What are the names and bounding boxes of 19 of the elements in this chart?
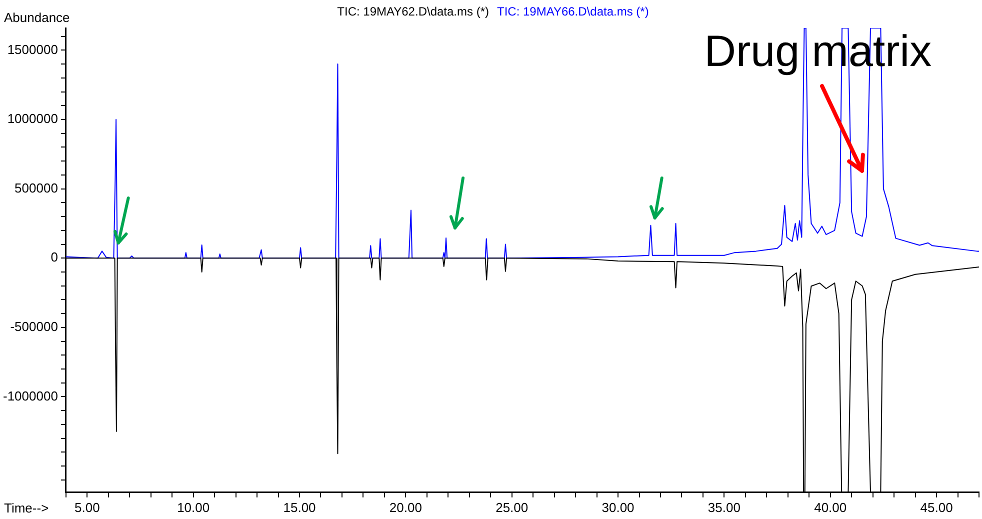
x-tick-label: 10.00 — [177, 500, 210, 515]
text: TIC: 19MAY62.D\data.ms (*) — [337, 4, 490, 18]
y-tick-label: 1500000 — [7, 42, 58, 57]
x-tick-label: 20.00 — [389, 500, 422, 515]
y-tick-label: -500000 — [10, 319, 58, 334]
x-tick-label: 35.00 — [708, 500, 740, 515]
y-axis-title: Abundance — [4, 10, 70, 25]
x-tick-label: 45.00 — [920, 500, 953, 515]
y-tick-label: 1000000 — [7, 111, 58, 126]
y-tick-label: 0 — [50, 250, 58, 265]
text: TIC: 19MAY66.D\data.ms (*) — [497, 4, 649, 18]
x-tick-label: 5.00 — [74, 500, 100, 515]
x-tick-label: 15.00 — [283, 500, 316, 515]
x-tick-label: 30.00 — [602, 500, 634, 515]
x-tick-label: 25.00 — [496, 500, 528, 515]
y-tick-label: -1000000 — [2, 388, 58, 404]
x-axis-title: Time--> — [4, 500, 49, 516]
x-tick-label: 40.00 — [814, 500, 847, 515]
y-tick-label: 500000 — [14, 180, 58, 196]
